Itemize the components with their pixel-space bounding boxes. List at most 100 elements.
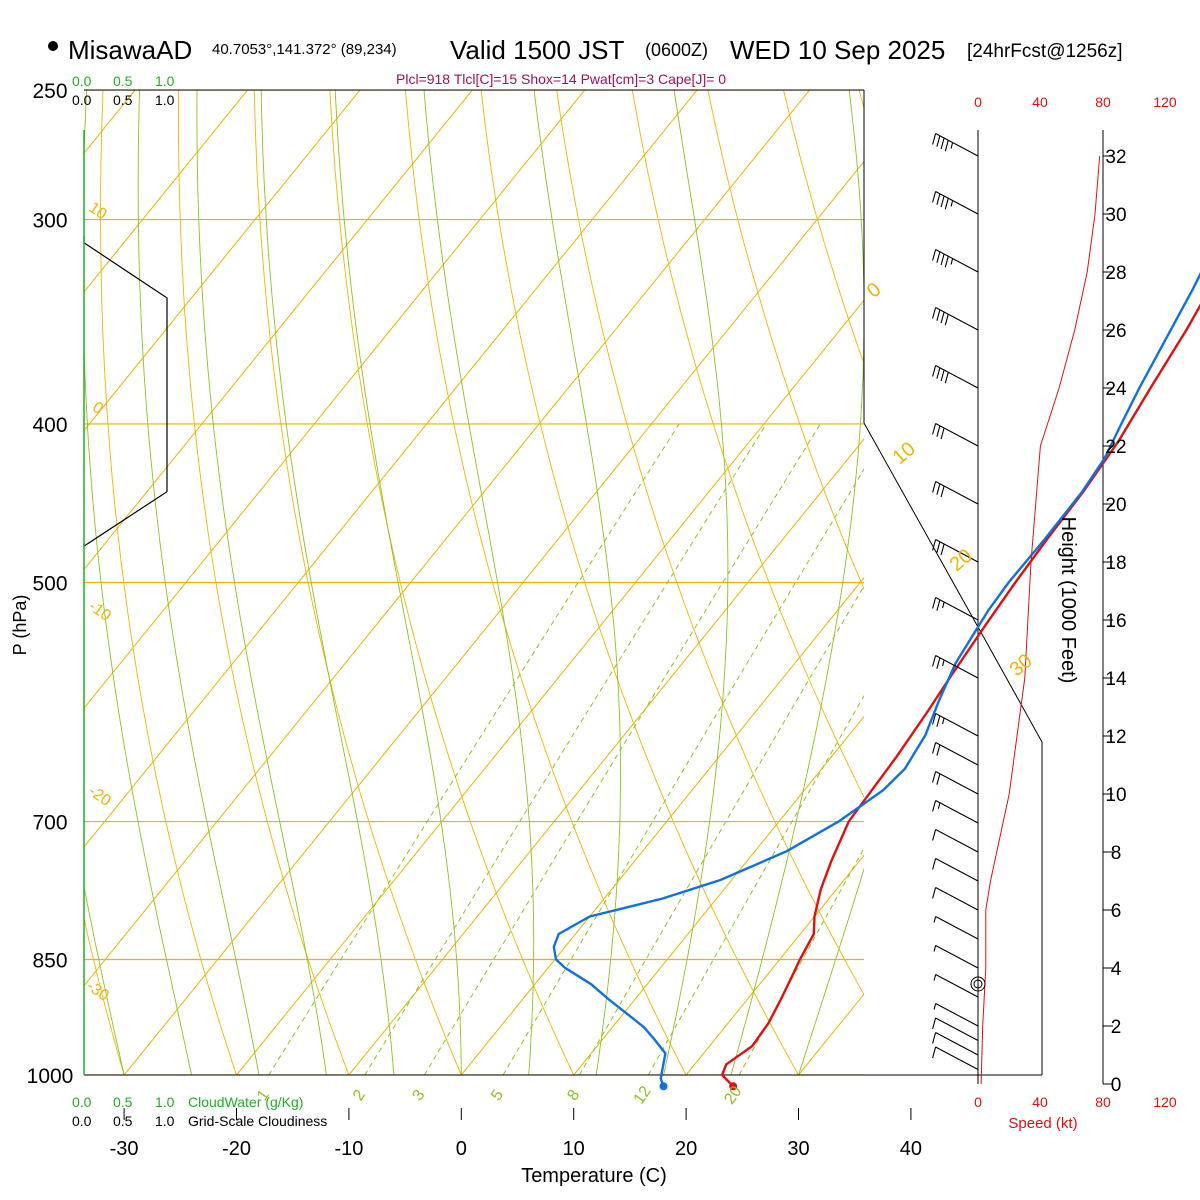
temp-tick-0: 0 (456, 1138, 467, 1160)
plot-frame (83, 89, 1104, 1084)
isotherm--90 (84, 90, 248, 293)
mixing-ratio-label: 3 (409, 1087, 428, 1104)
dry-adiabat-120 (1162, 90, 1200, 1075)
wind-barb-flag (944, 314, 949, 326)
wind-barb-flag (944, 140, 949, 152)
temp-tick-20: 20 (675, 1138, 697, 1160)
moist-adiabat-0 (334, 90, 462, 1075)
moist-adiabat-30 (798, 867, 864, 1075)
speed-profile-line (980, 155, 1101, 1085)
height-tick-18: 18 (1105, 553, 1126, 574)
isotherm--50 (84, 90, 698, 848)
dry-adiabat--30 (84, 916, 125, 1075)
wind-barb (932, 249, 979, 273)
temp-tick-10: 10 (563, 1138, 585, 1160)
isotherm-0 (460, 577, 864, 1075)
isotherm--60 (84, 90, 586, 710)
wind-barb-flag (932, 771, 937, 783)
speed-label: Speed (kt) (1008, 1115, 1077, 1132)
height-tick-8: 8 (1111, 843, 1122, 864)
height-tick-4: 4 (1111, 959, 1122, 980)
cloudiness-line (83, 236, 168, 548)
dry-adiabat-30 (480, 90, 799, 1075)
isotherm-10 (573, 715, 864, 1075)
wind-barb-staff (935, 974, 979, 998)
x-axis-title: Temperature (C) (521, 1165, 667, 1187)
wind-barb-flag (932, 829, 937, 841)
wind-barb-flag (940, 485, 945, 498)
cloudwater-top-tick-2: 1.0 (155, 73, 175, 89)
wind-barb-staff (935, 1017, 979, 1041)
wind-barb (932, 713, 979, 737)
wind-barb-half-flag (933, 974, 937, 981)
frame-right-slant (863, 422, 1043, 1075)
speed-bottom-tick-3: 120 (1153, 1094, 1177, 1110)
wind-barb-half-flag (937, 802, 941, 809)
speed-top-tick-0: 0 (974, 94, 982, 110)
dry-adiabat-10 (329, 90, 575, 1075)
wind-barb-flag (936, 367, 941, 379)
dewpoint-surface-point (659, 1082, 668, 1091)
wind-barb-staff (935, 191, 979, 215)
moist-adiabat-12 (533, 90, 621, 1075)
wind-barb (932, 1032, 979, 1056)
mixing-ratio-2 (364, 423, 767, 1075)
wind-barb-flag (932, 365, 937, 377)
wind-barb (932, 597, 979, 621)
wind-barb (932, 887, 979, 911)
station-coords: 40.7053°,141.372° (89,234) (212, 41, 397, 58)
wind-barb-staff (935, 1003, 979, 1027)
wind-barb-half-flag (942, 717, 945, 725)
wind-barb-flag (944, 372, 949, 384)
wind-barb-flag (936, 135, 941, 147)
isotherm--40 (84, 90, 810, 987)
wind-barb (933, 974, 979, 998)
pressure-tick-400: 400 (32, 414, 67, 437)
wind-barb-flag (944, 198, 949, 210)
wind-barb-flag (932, 191, 937, 203)
mixing-ratio-label: 5 (488, 1087, 507, 1104)
valid-date: WED 10 Sep 2025 (730, 35, 945, 65)
cloudiness-bottom-tick-0: 0.0 (72, 1113, 92, 1129)
height-tick-22: 22 (1105, 437, 1126, 458)
isotherm--80 (84, 90, 361, 432)
speed-bottom-tick-2: 80 (1095, 1094, 1111, 1110)
wind-barb-half-flag (933, 945, 937, 952)
wind-barb-flag (932, 481, 937, 493)
dry-adiabat--20 (100, 90, 237, 1075)
wind-barb (932, 829, 979, 853)
wind-barb-flag (932, 539, 937, 551)
wind-barb-flag (936, 657, 941, 669)
station-dot-icon (48, 41, 58, 51)
wind-barb-flag (932, 858, 937, 870)
isotherm--10 (348, 438, 864, 1075)
skewt-background-lines (84, 90, 1200, 1075)
height-tick-24: 24 (1105, 379, 1127, 400)
wind-barb-staff (935, 887, 979, 911)
moist-label: 0 (863, 278, 886, 302)
height-tick-28: 28 (1105, 263, 1126, 284)
wind-barb-half-flag (950, 200, 954, 207)
wind-barb-flag (936, 599, 941, 611)
wind-barb-staff (935, 481, 979, 505)
wind-barb-flag (932, 800, 937, 812)
wind-barb (932, 1017, 979, 1041)
wind-barb-flag (940, 369, 945, 382)
speed-top-tick-3: 120 (1153, 94, 1177, 110)
wind-barb-flag (936, 483, 941, 495)
wind-barb-flag (944, 256, 949, 268)
isotherm-50 (1023, 90, 1200, 1075)
speed-top-tick-1: 40 (1032, 94, 1048, 110)
wind-barb-flag (936, 193, 941, 205)
wind-barb-half-flag (933, 1003, 937, 1010)
moist-adiabat-24 (730, 90, 864, 1075)
height-tick-0: 0 (1111, 1075, 1122, 1096)
speed-bottom-tick-0: 0 (974, 1094, 982, 1110)
pressure-tick-850: 850 (32, 950, 67, 973)
wind-barb (933, 1003, 979, 1027)
calm-wind-inner-circle (973, 979, 983, 989)
mixing-ratio-label: 12 (631, 1083, 655, 1107)
wind-barb-staff (935, 858, 979, 882)
moist-label: 20 (946, 545, 977, 576)
height-tick-6: 6 (1111, 901, 1122, 922)
